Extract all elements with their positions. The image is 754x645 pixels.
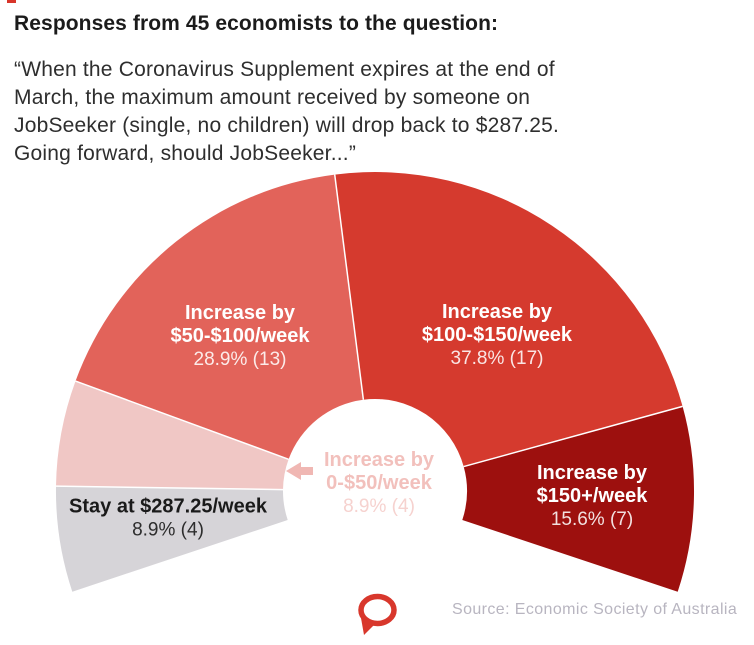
segment-label-line: Increase by: [184, 302, 296, 324]
segment-separator: [75, 380, 289, 461]
segment-label-100-150: Increase by $100-$150/week 37.8% (17): [422, 301, 572, 371]
fan-segment: [56, 381, 289, 490]
question-quote-line: “When the Coronavirus Supplement expires…: [14, 58, 555, 81]
segment-label-stay: Stay at $287.25/week 8.9% (4): [69, 496, 267, 543]
segment-stat: 37.8% (17): [450, 348, 544, 369]
segment-separator: [333, 174, 365, 400]
left-arrow-icon: [286, 462, 313, 480]
question-quote-line: JobSeeker (single, no children) will dro…: [14, 114, 560, 137]
segment-label-50-100: Increase by $50-$100/week 28.9% (13): [170, 302, 309, 372]
segment-stat: 8.9% (4): [132, 519, 204, 541]
segment-stat: 28.9% (13): [193, 349, 287, 370]
segment-separator: [463, 405, 683, 468]
fan-segment: [334, 172, 683, 467]
question-quote: “When the Coronavirus Supplement expires…: [14, 56, 738, 168]
source-credit: Source: Economic Society of Australia: [452, 601, 738, 618]
segment-stat: 15.6% (7): [550, 509, 634, 530]
segment-label-0-50: Increase by 0-$50/week 8.9% (4): [324, 449, 434, 519]
fan-segment: [462, 406, 695, 592]
corner-red-dash: [7, 0, 16, 3]
segment-label-line: Increase by: [441, 301, 553, 323]
chart-title: Responses from 45 economists to the ques…: [14, 12, 499, 35]
segment-stat: 8.9% (4): [343, 496, 415, 517]
segment-label-line: Increase by: [323, 449, 435, 471]
conversation-logo-icon: [358, 593, 397, 635]
fan-segment: [75, 174, 364, 460]
segment-label-150-plus: Increase by $150+/week 15.6% (7): [537, 462, 648, 532]
segment-label-line: $150+/week: [536, 485, 648, 507]
segment-label-line: Stay at $287.25/week: [69, 495, 267, 518]
segment-separator: [56, 485, 284, 491]
fan-segment: [55, 486, 288, 592]
segment-label-line: 0-$50/week: [326, 472, 432, 494]
segment-label-line: $100-$150/week: [421, 324, 573, 346]
question-quote-line: March, the maximum amount received by so…: [14, 86, 531, 109]
segment-label-line: $50-$100/week: [170, 325, 310, 347]
segment-label-line: Increase by: [536, 462, 648, 484]
question-quote-line: Going forward, should JobSeeker...”: [14, 142, 357, 165]
